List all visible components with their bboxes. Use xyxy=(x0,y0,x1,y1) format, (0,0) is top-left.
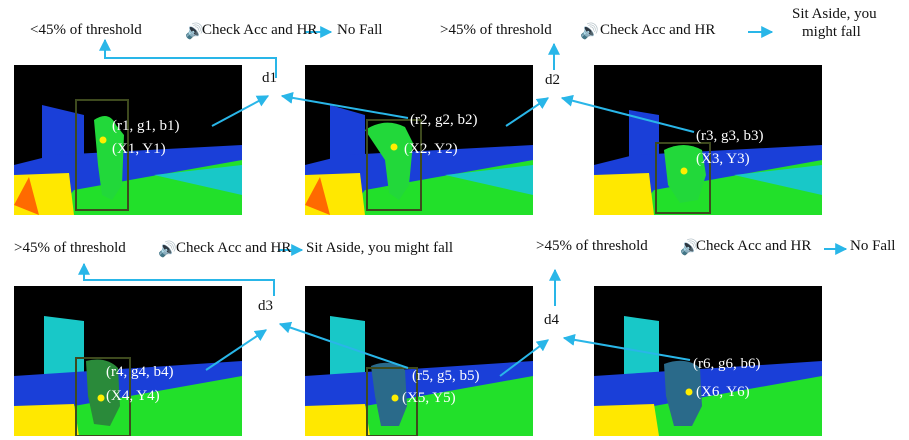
distance-arrow xyxy=(560,94,695,133)
rgb-label: (r4, g4, b4) xyxy=(106,364,174,380)
person-bounding-box xyxy=(75,357,131,436)
person-bounding-box xyxy=(366,367,418,436)
check-label: Check Acc and HR xyxy=(176,240,292,256)
feedback-arrow-d1 xyxy=(99,38,277,78)
rgb-label: (r2, g2, b2) xyxy=(410,112,478,128)
centroid-dot xyxy=(685,388,693,396)
coordinate-label: (X6, Y6) xyxy=(696,384,750,400)
depth-frame-1 xyxy=(14,65,242,215)
distance-arrow xyxy=(505,97,549,127)
person-bounding-box xyxy=(655,142,711,214)
threshold-label: <45% of threshold xyxy=(30,22,142,38)
check-label: Check Acc and HR xyxy=(696,238,812,254)
centroid-dot xyxy=(390,143,398,151)
feedback-arrow-d3 xyxy=(78,262,275,296)
rgb-label: (r6, g6, b6) xyxy=(693,356,761,372)
distance-label-d3: d3 xyxy=(258,298,273,314)
depth-frame-6 xyxy=(594,286,822,436)
sound-icon: 🔊 xyxy=(680,240,699,256)
rgb-label: (r1, g1, b1) xyxy=(112,118,180,134)
coordinate-label: (X1, Y1) xyxy=(112,141,166,157)
outcome-label: Sit Aside, you xyxy=(792,6,877,22)
outcome-label: No Fall xyxy=(850,238,896,254)
distance-arrow xyxy=(280,91,409,119)
rgb-label: (r5, g5, b5) xyxy=(412,368,480,384)
distance-arrow xyxy=(278,321,409,369)
check-label: Check Acc and HR xyxy=(600,22,716,38)
threshold-label: >45% of threshold xyxy=(14,240,126,256)
threshold-label: >45% of threshold xyxy=(536,238,648,254)
sound-icon: 🔊 xyxy=(185,24,204,40)
distance-label-d4: d4 xyxy=(544,312,559,328)
coordinate-label: (X4, Y4) xyxy=(106,388,160,404)
distance-arrow xyxy=(205,329,267,371)
person-bounding-box xyxy=(75,99,129,211)
coordinate-label: (X3, Y3) xyxy=(696,151,750,167)
distance-arrow xyxy=(499,339,549,377)
distance-arrow xyxy=(211,95,270,127)
threshold-label: >45% of threshold xyxy=(440,22,552,38)
sound-icon: 🔊 xyxy=(158,242,177,258)
centroid-dot xyxy=(391,394,399,402)
centroid-dot xyxy=(99,136,107,144)
check-label: Check Acc and HR xyxy=(202,22,318,38)
depth-frame-5 xyxy=(305,286,533,436)
outcome-label: might fall xyxy=(802,24,861,40)
distance-arrow xyxy=(562,333,691,361)
outcome-label: No Fall xyxy=(337,22,383,38)
rgb-label: (r3, g3, b3) xyxy=(696,128,764,144)
sound-icon: 🔊 xyxy=(580,24,599,40)
depth-frame-4 xyxy=(14,286,242,436)
coordinate-label: (X2, Y2) xyxy=(404,141,458,157)
depth-frame-3 xyxy=(594,65,822,215)
centroid-dot xyxy=(97,394,105,402)
distance-label-d2: d2 xyxy=(545,72,560,88)
person-bounding-box xyxy=(366,119,422,211)
outcome-label: Sit Aside, you might fall xyxy=(306,240,454,256)
coordinate-label: (X5, Y5) xyxy=(402,390,456,406)
centroid-dot xyxy=(680,167,688,175)
depth-frame-2 xyxy=(305,65,533,215)
distance-label-d1: d1 xyxy=(262,70,277,86)
